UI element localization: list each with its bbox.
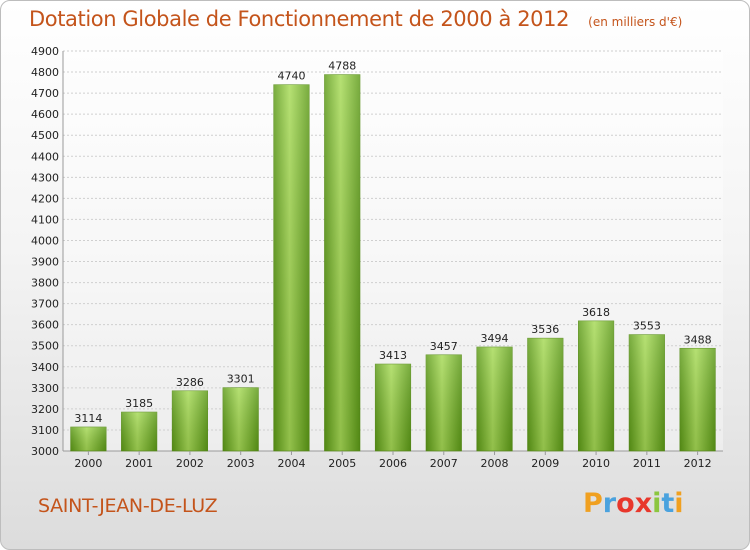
logo-letter: r — [602, 488, 617, 519]
bar-shade-2010 — [578, 320, 614, 451]
y-tick-label: 4200 — [31, 192, 59, 205]
bar-shade-2003 — [222, 387, 259, 451]
logo-letter: P — [583, 488, 603, 519]
value-label-2010: 3618 — [582, 306, 610, 319]
y-tick-label: 3000 — [31, 445, 59, 458]
y-tick-label: 4100 — [31, 213, 59, 226]
y-tick-label: 3400 — [31, 361, 59, 374]
y-tick-label: 3200 — [31, 403, 59, 416]
y-tick-label: 3300 — [31, 382, 59, 395]
logo-letter: x — [634, 488, 653, 519]
value-label-2003: 3301 — [227, 373, 255, 386]
value-label-2004: 4740 — [277, 70, 305, 83]
y-tick-label: 4300 — [31, 171, 59, 184]
y-tick-label: 4800 — [31, 66, 59, 79]
bar-shade-2002 — [172, 390, 208, 451]
x-tick-label-2002: 2002 — [176, 457, 204, 470]
x-tick-label-2006: 2006 — [379, 457, 407, 470]
y-tick-label: 4400 — [31, 150, 59, 163]
y-tick-label: 3600 — [31, 319, 59, 332]
logo-letter: i — [652, 488, 662, 519]
y-tick-label: 4700 — [31, 87, 59, 100]
city-label: SAINT-JEAN-DE-LUZ — [38, 495, 218, 517]
y-tick-label: 3700 — [31, 298, 59, 311]
value-label-2008: 3494 — [481, 332, 509, 345]
proxiti-logo: Proxiti — [583, 488, 684, 519]
value-label-2000: 3114 — [74, 412, 102, 425]
logo-letter: t — [661, 488, 675, 519]
bar-shade-2000 — [70, 427, 107, 451]
title-row: Dotation Globale de Fonctionnement de 20… — [29, 7, 682, 31]
value-label-2001: 3185 — [125, 397, 153, 410]
bar-shade-2008 — [476, 347, 513, 451]
y-tick-label: 3800 — [31, 277, 59, 290]
bar-shade-2005 — [324, 74, 360, 451]
value-labels: 3114 3185 3286 3301 4740 4788 3413 3457 3494 3536… — [74, 60, 711, 425]
x-tick-label-2011: 2011 — [633, 457, 661, 470]
y-tick-label: 3900 — [31, 256, 59, 269]
y-tick-label: 4600 — [31, 108, 59, 121]
bars — [70, 74, 716, 452]
logo-letter: o — [616, 488, 635, 519]
x-axis-ticks: 2000 2001 2002 2003 2004 2005 2006 2007 2008 2009… — [74, 451, 712, 470]
x-tick-label-2009: 2009 — [531, 457, 559, 470]
y-tick-label: 3500 — [31, 340, 59, 353]
x-tick-label-2001: 2001 — [125, 457, 153, 470]
bar-shade-2009 — [527, 338, 564, 451]
bar-shade-2007 — [426, 354, 462, 451]
x-tick-label-2010: 2010 — [582, 457, 610, 470]
bar-shade-2006 — [375, 364, 411, 451]
bar-shade-2012 — [679, 348, 716, 451]
value-label-2009: 3536 — [531, 323, 559, 336]
x-tick-label-2008: 2008 — [481, 457, 509, 470]
value-label-2006: 3413 — [379, 349, 407, 362]
x-tick-label-2007: 2007 — [430, 457, 458, 470]
chart-subtitle: (en milliers d'€) — [588, 15, 683, 29]
x-tick-label-2005: 2005 — [328, 457, 356, 470]
x-tick-label-2003: 2003 — [227, 457, 255, 470]
value-label-2002: 3286 — [176, 376, 204, 389]
value-label-2007: 3457 — [430, 340, 458, 353]
y-tick-label: 4500 — [31, 129, 59, 142]
logo-letter: i — [674, 488, 684, 519]
x-tick-label-2012: 2012 — [684, 457, 712, 470]
bar-shade-2004 — [273, 84, 310, 452]
value-label-2011: 3553 — [633, 320, 661, 333]
bar-shade-2011 — [629, 334, 665, 451]
x-tick-label-2004: 2004 — [277, 457, 305, 470]
y-tick-label: 4000 — [31, 234, 59, 247]
y-axis-ticks: 3000 3100 3200 3300 3400 3500 3600 3700 3800 3900… — [31, 45, 59, 458]
value-label-2005: 4788 — [328, 60, 356, 73]
x-tick-label-2000: 2000 — [74, 457, 102, 470]
bar-shade-2001 — [121, 412, 157, 451]
y-tick-label: 3100 — [31, 424, 59, 437]
y-tick-label: 4900 — [31, 45, 59, 58]
chart-title: Dotation Globale de Fonctionnement de 20… — [29, 7, 570, 31]
value-label-2012: 3488 — [684, 333, 712, 346]
